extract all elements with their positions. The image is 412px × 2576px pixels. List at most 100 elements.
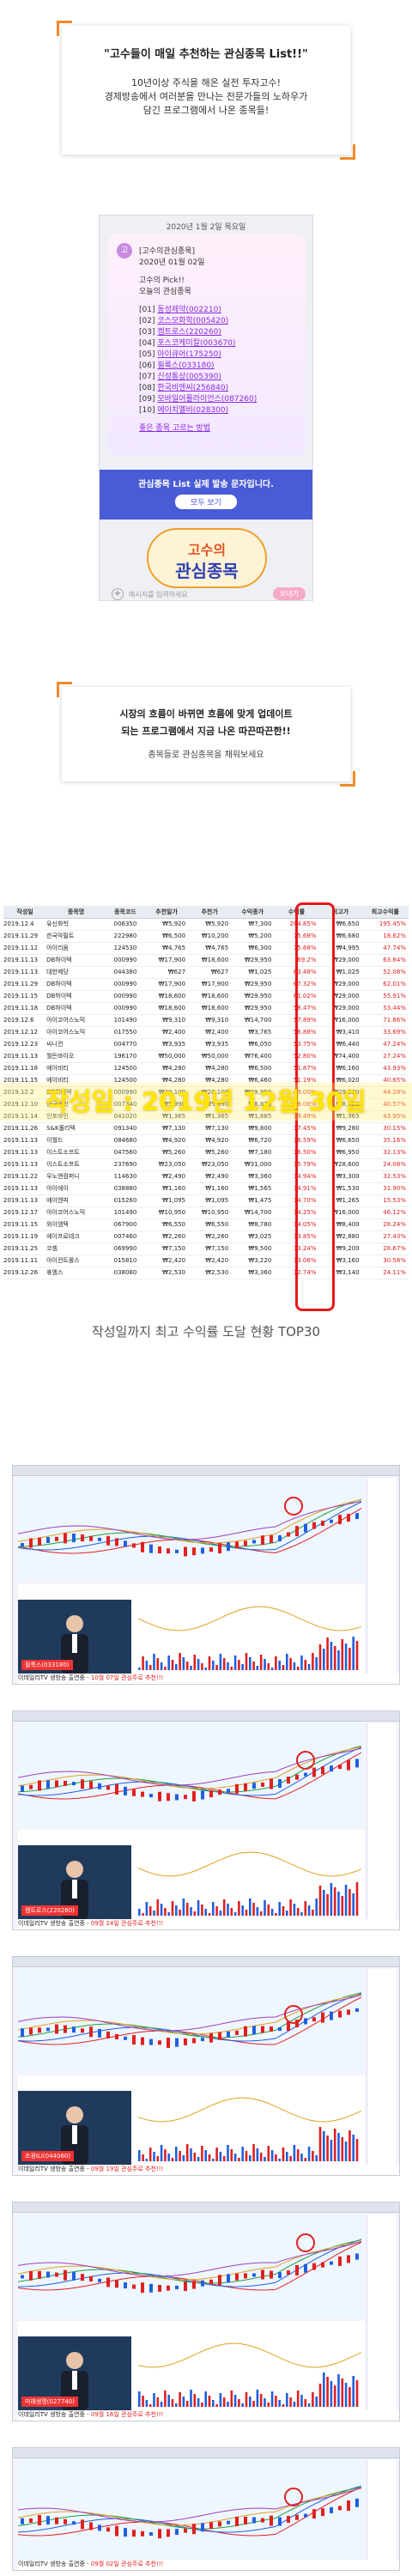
table-row: 2019.11.13 월든바이오 196170 ₩50,000 ₩50,000 ₩76,4… [3, 1050, 409, 1063]
table-row: 2019.11.18 DB하이텍 000990 ₩18,600 ₩18,600 ₩29,9… [3, 1002, 409, 1015]
table-header-row: 작성일 종목명 종목코드 추천일가 추천가 수익종가 수익률 최고가 최고수익률 [3, 906, 409, 919]
table-cell: 2019.11.12 [3, 942, 47, 955]
table-cell: ₩6,160 [318, 1062, 362, 1075]
table-cell: 40.65% [361, 1074, 409, 1087]
chart-footer: 이데일리TV 생방송 출연중 - 09월 19일 관심주로 추천!!! [18, 2165, 399, 2175]
table-cell: 63.84% [361, 954, 409, 967]
stock-number: 07 [142, 373, 152, 381]
table-cell: ₩1,095 [188, 1194, 232, 1207]
banner-title: 관심종목 List 실제 발송 문자입니다. [138, 480, 274, 489]
price-chart-pane [17, 2460, 365, 2563]
stock-number: 08 [142, 384, 152, 392]
logo-text-bottom: 관심종목 [175, 561, 239, 581]
table-cell: ₩9,310 [188, 1014, 232, 1027]
table-cell: 27.43% [361, 1230, 409, 1243]
table-cell: 047560 [106, 1146, 145, 1159]
column-header: 수익종가 [231, 906, 275, 919]
stock-name-link[interactable]: 필룩스(033180) [157, 361, 215, 370]
table-cell: 2019.11.13 [3, 1158, 47, 1171]
stock-number: 04 [142, 339, 152, 348]
highlight-circle [284, 2488, 303, 2506]
table-cell: S&K폴리텍 [46, 1122, 106, 1135]
stock-chart-screenshot: SDN(099220)이데일리TV 생방송 출연중 - 09월 02일 관심주로… [12, 2447, 400, 2571]
table-cell: ₩2,260 [144, 1230, 189, 1243]
footer-text: 이데일리TV 생방송 출연중 - [18, 1674, 91, 1681]
table-cell: ₩29,950 [231, 978, 275, 991]
stock-chart-screenshot: 미래생명(027740) 이데일리TV 생방송 출연중 - 09월 16일 관심주… [12, 2202, 400, 2421]
table-cell: 196170 [106, 1050, 145, 1063]
stock-name-link[interactable]: 동성제약(002210) [157, 306, 221, 314]
stock-name-link[interactable]: 에이치엘비(028300) [157, 406, 229, 415]
chart-toolbar [13, 1466, 399, 1476]
footer-highlight: 09월 16일 관심주로 추천!!! [90, 2411, 164, 2418]
table-cell: 2019.11.15 [3, 990, 47, 1003]
highlight-box [295, 902, 335, 1311]
table-cell: 2019.12.2 [3, 1086, 47, 1099]
table-cell: 15.53% [361, 1194, 409, 1207]
table-cell: 30.15% [361, 1122, 409, 1135]
table-cell: 44.28% [361, 1086, 409, 1099]
plus-icon[interactable]: + [112, 588, 124, 600]
table-cell: ₩627 [144, 966, 189, 979]
table-cell: ₩3,300 [318, 1170, 362, 1183]
table-row: 2019.11.13 아이에이 038880 ₩1,160 ₩1,160 ₩1,565 34… [3, 1182, 409, 1195]
table-row: 2019.11.22 우노앤컴퍼니 114630 ₩2,490 ₩2,490 ₩3,360… [3, 1170, 409, 1183]
stock-number: 05 [142, 350, 152, 359]
table-cell: ₩9,280 [318, 1122, 362, 1135]
chart-footer: 이데일리TV 생방송 출연중 - 09월 02일 관심주로 추천!!! [18, 2560, 399, 2570]
table-cell: 015260 [106, 1194, 145, 1207]
table-row: 2019.12.17 아이코어스노믹 101490 ₩10,950 ₩10,950 ₩14… [3, 1206, 409, 1219]
table-cell: ₩1,365 [144, 1110, 189, 1123]
stock-name-link[interactable]: 아이큐어(175250) [157, 350, 221, 359]
table-row: 2019.11.25 코셈 069990 ₩7,150 ₩7,150 ₩9,500 33.2… [3, 1242, 409, 1255]
send-button[interactable]: 보내기 [272, 587, 306, 600]
table-row: 2019.12.12 아이코어스노믹 017550 ₩2,400 ₩2,400 ₩3,76… [3, 1026, 409, 1039]
stock-name-link[interactable]: 포스코케미칼(003670) [157, 339, 236, 348]
table-cell: 씨니컨 [46, 1038, 106, 1051]
stock-name-link[interactable]: 신성통상(005390) [157, 373, 221, 381]
table-cell: ₩10,950 [188, 1206, 232, 1219]
table-row: 2019.11.11 아이컨트롤스 015810 ₩2,420 ₩2,420 ₩3,220… [3, 1255, 409, 1267]
promo-banner: 관심종목 List 실제 발송 문자입니다. 모두 보기 [100, 470, 312, 519]
table-cell: ₩3,025 [231, 1230, 275, 1243]
table-cell: ₩3,360 [231, 1170, 275, 1183]
chart-sidebar [367, 2215, 396, 2415]
table-cell: ₩627 [188, 966, 232, 979]
table-cell: ₩2,400 [188, 1026, 232, 1039]
table-cell: 2019.11.18 [3, 1062, 47, 1075]
table-cell: 46.12% [361, 1206, 409, 1219]
chart-sidebar [367, 1478, 396, 1679]
stock-name-link[interactable]: 모바일어플라이언스(087260) [157, 395, 258, 404]
table-cell: DB하이텍 [46, 1002, 106, 1015]
table-cell: ₩6,680 [318, 930, 362, 943]
message-link[interactable]: 좋은 종목 고르는 방법 [139, 424, 211, 433]
stock-name-link[interactable]: 코스모화학(005420) [157, 317, 229, 325]
table-cell: 이스트소프트 [46, 1158, 106, 1171]
message-input[interactable]: 메시지를 입력하세요 [129, 591, 188, 598]
message-bubble: 고 [고수의관심종목] 2020년 01월 02일 고수의 Pick!! 오늘의… [108, 234, 306, 456]
table-cell: 000990 [106, 1002, 145, 1015]
table-cell: 2019.11.19 [3, 1230, 47, 1243]
table-cell: ₩29,000 [318, 954, 362, 967]
stock-name-link[interactable]: 켐트로스(220260) [157, 328, 221, 337]
chart-toolbar [13, 1711, 399, 1722]
column-header: 종목명 [46, 906, 106, 919]
table-cell: ₩16,000 [318, 1206, 362, 1219]
price-chart-pane [17, 1723, 365, 1826]
table-cell: ₩7,150 [188, 1242, 232, 1255]
table-cell: ₩1,095 [144, 1194, 189, 1207]
table-cell: 067900 [106, 1218, 145, 1231]
stock-list-item: [02] 코스모화학(005420) [139, 317, 229, 325]
stock-name-link[interactable]: 한국비엔씨(256840) [157, 384, 229, 392]
table-cell: ₩1,530 [318, 1182, 362, 1195]
table-cell: 237690 [106, 1158, 145, 1171]
table-row: 2019.11.13 이스트소프트 237690 ₩23,050 ₩23,050 ₩31,… [3, 1158, 409, 1171]
table-cell: ₩6,950 [318, 1146, 362, 1159]
table-cell: 31.90% [361, 1182, 409, 1195]
highlight-circle [284, 2005, 303, 2024]
table-cell: 2019.11.11 [3, 1255, 47, 1267]
more-button[interactable]: 모두 보기 [175, 495, 237, 509]
table-row: 2019.11.13 이스트소프트 047560 ₩5,260 ₩5,260 ₩7,180… [3, 1146, 409, 1159]
table-cell: 28.67% [361, 1242, 409, 1255]
table-cell: ₩7,180 [231, 1146, 275, 1159]
